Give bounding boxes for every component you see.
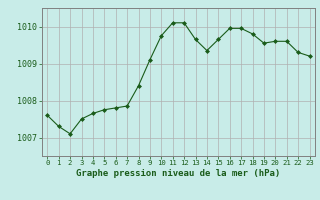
X-axis label: Graphe pression niveau de la mer (hPa): Graphe pression niveau de la mer (hPa) [76, 169, 281, 178]
